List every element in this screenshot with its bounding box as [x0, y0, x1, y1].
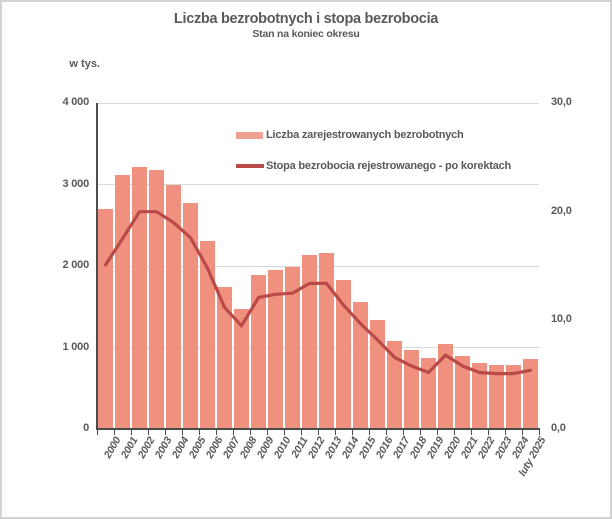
x-axis-tick-mark [454, 430, 455, 435]
bar-2024 [505, 364, 522, 429]
right-axis-tick-label: 30,0 [551, 96, 572, 108]
bar-2002 [131, 166, 148, 429]
chart-subtitle: Stan na koniec okresu [252, 28, 360, 40]
right-axis-tick-label: 0,0 [551, 422, 566, 434]
bar-series-label: Liczba zarejestrowanych bezrobotnych [266, 129, 464, 141]
bar-2018 [403, 350, 420, 429]
bar-series-swatch [236, 131, 263, 139]
left-axis-tick-label: 0 [83, 422, 89, 434]
left-axis-tick-label: 3 000 [62, 177, 89, 190]
x-axis-tick-mark [301, 430, 302, 435]
left-axis-tick-label: 1 000 [62, 340, 89, 353]
bar-2012 [301, 254, 318, 429]
line-series-label: Stopa bezrobocia rejestrowanego - po kor… [266, 160, 512, 172]
x-axis-tick-mark [488, 430, 489, 435]
bar-2000 [97, 208, 114, 429]
x-axis-tick-mark [148, 430, 149, 435]
x-axis-tick-mark [437, 430, 438, 435]
x-axis-tick-mark [233, 430, 234, 435]
unemployment-rate-line [103, 210, 533, 376]
chart-title: Liczba bezrobotnych i stopa bezrobocia [173, 11, 439, 27]
bar-2001 [114, 175, 131, 429]
x-axis-tick-mark [335, 430, 336, 435]
x-axis-line [96, 428, 540, 430]
left-axis-tick-label: 4 000 [62, 96, 89, 108]
bar-2023 [488, 364, 505, 429]
x-axis-tick-mark [522, 430, 523, 435]
x-axis-tick-mark [284, 430, 285, 435]
right-axis-tick-label: 20,0 [551, 204, 572, 217]
x-axis-tick-mark [420, 430, 421, 435]
bar-2015 [352, 301, 369, 429]
x-axis-tick-mark [318, 430, 319, 435]
x-axis-tick-mark [267, 430, 268, 435]
bar-2006 [199, 240, 216, 429]
bar-2008 [233, 308, 250, 429]
bar-2010 [267, 269, 284, 429]
left-axis-unit-label: w tys. [69, 58, 100, 70]
x-axis-tick-mark [182, 430, 183, 435]
legend-item-bars: Liczba zarejestrowanych bezrobotnych [236, 129, 464, 141]
bar-2005 [182, 203, 199, 429]
plot-area: Liczba zarejestrowanych bezrobotnych Sto… [96, 102, 540, 430]
right-axis-tick-label: 10,0 [551, 313, 572, 326]
left-axis-tick-label: 2 000 [62, 259, 89, 271]
legend-item-line: Stopa bezrobocia rejestrowanego - po kor… [236, 160, 511, 172]
x-axis-tick-mark [369, 430, 370, 435]
x-axis-tick-mark [165, 430, 166, 435]
x-axis-tick-mark [131, 430, 132, 435]
bar-2009 [250, 274, 267, 429]
bar-2013 [318, 253, 335, 429]
x-axis-tick-mark [471, 430, 472, 435]
x-axis-tick-mark [539, 430, 540, 435]
gridline [97, 184, 539, 185]
x-axis-tick-mark [505, 430, 506, 435]
bar-2003 [148, 170, 165, 429]
line-series-swatch [236, 164, 264, 168]
bar-luty 2025 [522, 359, 539, 429]
x-axis-tick-mark [403, 430, 404, 435]
bar-2022 [471, 362, 488, 429]
x-axis-tick-mark [250, 430, 251, 435]
bar-2016 [369, 320, 386, 429]
x-axis-tick-mark [352, 430, 353, 435]
gridline [97, 102, 539, 104]
gridline [97, 347, 539, 348]
bar-2014 [335, 280, 352, 429]
x-axis-tick-mark [386, 430, 387, 435]
gridline [97, 265, 539, 267]
bar-2021 [454, 356, 471, 429]
bar-2019 [420, 358, 437, 429]
bar-2011 [284, 267, 301, 429]
x-axis-tick-mark [114, 430, 115, 435]
bar-2020 [437, 343, 454, 429]
bar-2017 [386, 340, 403, 429]
bar-2004 [165, 184, 182, 429]
line-series [103, 210, 533, 376]
bar-2007 [216, 286, 233, 429]
x-axis-tick-mark [199, 430, 200, 435]
y-axis-line [96, 103, 98, 429]
x-axis-tick-mark [216, 430, 217, 435]
x-axis-tick-mark [97, 430, 98, 435]
